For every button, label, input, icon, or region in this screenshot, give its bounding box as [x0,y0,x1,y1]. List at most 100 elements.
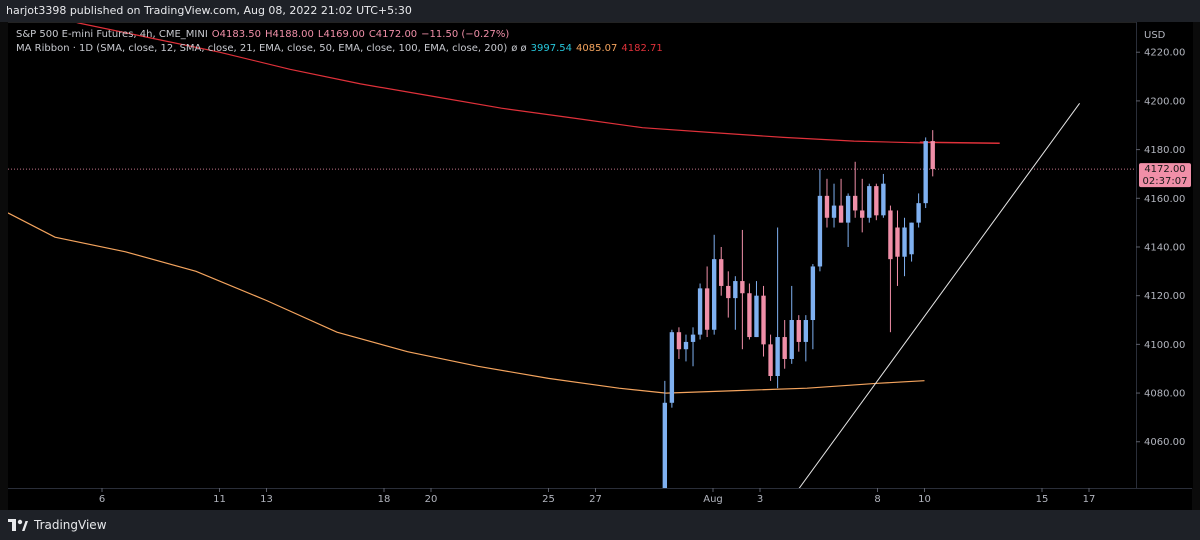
candles [662,130,935,488]
trendline [798,103,1081,488]
candle [782,320,787,369]
ma-line-1 [76,23,925,144]
x-tick-label: 10 [918,494,931,505]
candle-body [747,293,752,338]
candle-body [930,141,935,170]
candle-body [817,195,823,267]
candle [719,246,724,296]
candle-body [923,141,928,204]
x-tick-label: 27 [589,494,602,505]
candle [676,327,682,359]
candle-body [662,402,668,488]
legend-low: L4169.00 [317,29,365,40]
candle-body [895,227,900,257]
indicator-title: MA Ribbon · 1D (SMA, close, 12, SMA, clo… [16,43,508,54]
candle [740,229,745,350]
candle-body [824,195,830,218]
candle [796,315,801,352]
candle-body [796,320,801,342]
eye-icons[interactable]: ø ø [511,43,527,54]
ma-value-2: 4085.07 [576,43,618,54]
candle [831,183,837,228]
x-tick-label: 18 [378,494,391,505]
candle-body [669,332,675,403]
candle-body [909,222,914,255]
candle [768,334,773,381]
candle [930,130,935,177]
y-tick-label: 4180.00 [1144,145,1185,156]
candle-body [867,186,872,218]
candle-body [775,337,780,377]
x-tick-label: 3 [757,494,763,505]
x-tick-label: 11 [213,494,226,505]
footer-bar: TradingView [0,510,1200,540]
candle-body [838,205,844,223]
x-tick-label: Aug [703,494,723,505]
candle-body [860,210,865,218]
candle-body [845,195,851,223]
x-tick-label: 25 [542,494,555,505]
tradingview-brand[interactable]: TradingView [8,518,107,532]
candle-body [874,186,879,216]
symbol-legend-row[interactable]: S&P 500 E-mini Futures, 4h, CME_MINI O41… [16,28,663,42]
candle [909,222,914,262]
candle [726,271,731,318]
candle-body [726,285,731,299]
x-tick-label: 17 [1083,494,1096,505]
candle [916,193,921,228]
y-tick-label: 4160.00 [1144,194,1185,205]
last-price-value: 4172.00 [1144,164,1185,175]
candle-body [754,295,759,338]
candle [669,329,675,408]
x-tick-label: 15 [1036,494,1049,505]
y-tick-label: 4060.00 [1144,437,1185,448]
drawings[interactable] [798,103,1081,490]
candle [810,264,816,350]
candle-body [902,227,907,257]
x-axis-ticks: 6 11 13 18 20 25 27 Aug 3 8 10 15 17 [99,488,1096,505]
candle-body [852,195,858,211]
candle [697,283,703,340]
candle-body [690,334,696,342]
candle [867,183,872,223]
publish-header: harjot3398 published on TradingView.com,… [0,0,1200,22]
tradingview-logo-icon [8,519,28,531]
candle-body [733,281,738,299]
candle [852,161,858,218]
candle-body [881,183,886,216]
y-tick-label: 4100.00 [1144,340,1185,351]
time-scale[interactable] [8,488,1192,511]
candle [704,266,710,338]
candle [817,169,823,272]
candle [662,380,668,488]
symbol-title: S&P 500 E-mini Futures, 4h, CME_MINI [16,29,208,40]
candle [845,193,851,247]
candle-body [711,259,717,330]
candle [683,334,689,362]
y-tick-label: 4120.00 [1144,291,1185,302]
currency-label: USD [1144,30,1166,41]
candle [838,178,844,223]
candle [803,315,809,362]
candle [902,217,907,277]
candle-body [704,288,710,330]
candle [775,227,780,389]
chart-legend: S&P 500 E-mini Futures, 4h, CME_MINI O41… [16,28,663,56]
candle-body [768,344,773,377]
moving-average-lines [8,23,925,394]
chart-pane[interactable] [8,22,1136,489]
price-scale[interactable] [1136,22,1193,488]
candle [733,276,738,330]
x-tick-label: 13 [260,494,273,505]
y-axis-ticks: 4060.00 4080.00 4100.00 4120.00 4140.00 4160.… [1136,48,1185,448]
indicator-legend-row[interactable]: MA Ribbon · 1D (SMA, close, 12, SMA, clo… [16,42,663,56]
candle [789,285,794,364]
candle [874,183,879,221]
ma-line-2 [8,212,925,394]
brand-name: TradingView [34,518,107,532]
candle [711,234,717,335]
candle-body [803,320,809,342]
candle [754,281,759,338]
candle-body [888,210,893,260]
